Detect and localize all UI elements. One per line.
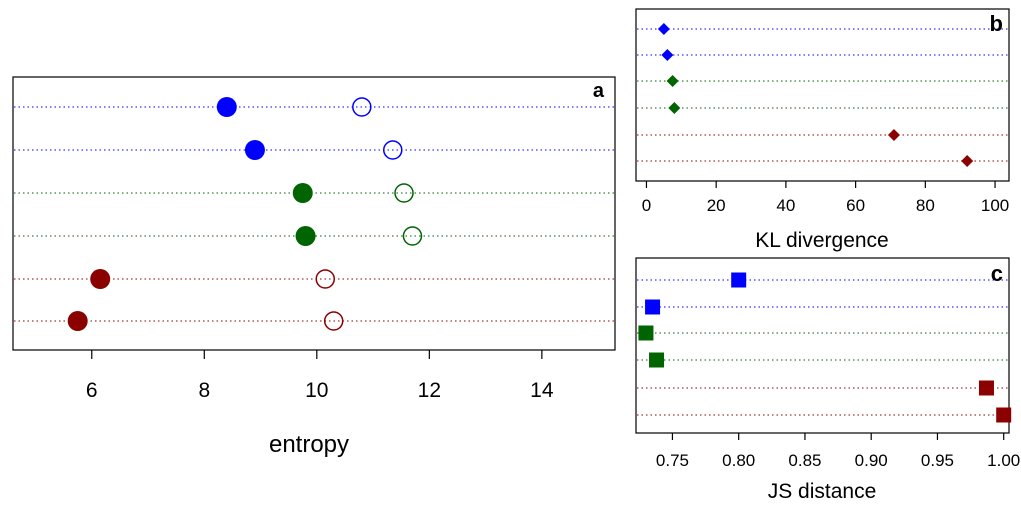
b-diamond-point bbox=[961, 155, 974, 167]
b-diamond-point bbox=[657, 23, 670, 35]
b-x-axis: 0 20 40 60 80 100 bbox=[642, 181, 1009, 215]
a-x-tick-label: 14 bbox=[530, 379, 554, 402]
a-open-point bbox=[383, 140, 403, 160]
c-x-axis-title: JS distance bbox=[768, 480, 877, 503]
c-x-tick-label: 0.90 bbox=[855, 451, 888, 470]
a-filled-point bbox=[67, 311, 88, 331]
a-x-tick-label: 8 bbox=[198, 379, 210, 402]
a-x-tick-label: 12 bbox=[418, 379, 441, 402]
c-square-point bbox=[649, 352, 665, 368]
a-filled-point bbox=[292, 183, 313, 203]
panel-a: a 6 8 10 12 14 entropy bbox=[12, 76, 616, 458]
b-x-tick-label: 60 bbox=[846, 196, 865, 215]
a-open-point bbox=[402, 226, 423, 246]
c-gridlines bbox=[637, 279, 1008, 416]
c-x-tick-label: 0.75 bbox=[656, 451, 689, 470]
b-x-tick-label: 80 bbox=[916, 196, 935, 215]
b-x-axis-title: KL divergence bbox=[755, 229, 888, 252]
a-open-point bbox=[315, 269, 336, 289]
c-square-point bbox=[638, 325, 654, 341]
b-x-tick-label: 40 bbox=[776, 196, 795, 215]
a-filled-point bbox=[244, 140, 265, 160]
a-plot-frame bbox=[12, 76, 616, 351]
c-square-point bbox=[731, 272, 747, 288]
b-diamond-point bbox=[887, 129, 900, 141]
c-square-point bbox=[645, 299, 661, 315]
b-gridlines bbox=[637, 28, 1008, 162]
b-marks bbox=[657, 23, 974, 167]
c-square-point bbox=[996, 407, 1012, 423]
a-x-tick-label: 6 bbox=[86, 379, 98, 402]
a-marks bbox=[67, 97, 423, 331]
b-diamond-point bbox=[661, 49, 674, 61]
c-panel-label: c bbox=[991, 261, 1003, 286]
c-square-point bbox=[978, 380, 994, 396]
panel-b: b 0 20 40 60 80 100 KL divergence bbox=[635, 8, 1010, 252]
a-filled-point bbox=[295, 226, 316, 246]
a-x-axis: 6 8 10 12 14 bbox=[86, 350, 554, 402]
b-x-tick-label: 100 bbox=[981, 196, 1009, 215]
a-open-point bbox=[352, 97, 372, 117]
panel-c: c 0.75 0.80 0.85 0.90 0.95 1.00 JS distance bbox=[635, 257, 1020, 503]
c-x-tick-label: 0.85 bbox=[788, 451, 821, 470]
c-plot-frame bbox=[635, 257, 1010, 434]
b-plot-frame bbox=[635, 8, 1010, 182]
a-x-axis-title: entropy bbox=[269, 431, 349, 458]
b-x-tick-label: 0 bbox=[642, 196, 651, 215]
a-filled-point bbox=[90, 269, 111, 289]
c-x-tick-label: 1.00 bbox=[987, 451, 1020, 470]
c-marks bbox=[638, 272, 1012, 423]
b-diamond-point bbox=[666, 75, 679, 87]
a-panel-label: a bbox=[593, 80, 605, 102]
b-x-tick-label: 20 bbox=[707, 196, 726, 215]
c-x-tick-label: 0.80 bbox=[722, 451, 755, 470]
b-panel-label: b bbox=[990, 11, 1003, 36]
a-open-point bbox=[323, 311, 344, 331]
a-open-point bbox=[394, 183, 414, 203]
a-gridlines bbox=[14, 106, 614, 322]
a-x-tick-label: 10 bbox=[305, 379, 328, 402]
b-diamond-point bbox=[668, 102, 681, 114]
c-x-tick-label: 0.95 bbox=[921, 451, 954, 470]
c-x-axis: 0.75 0.80 0.85 0.90 0.95 1.00 bbox=[656, 433, 1020, 470]
a-filled-point bbox=[216, 97, 237, 117]
